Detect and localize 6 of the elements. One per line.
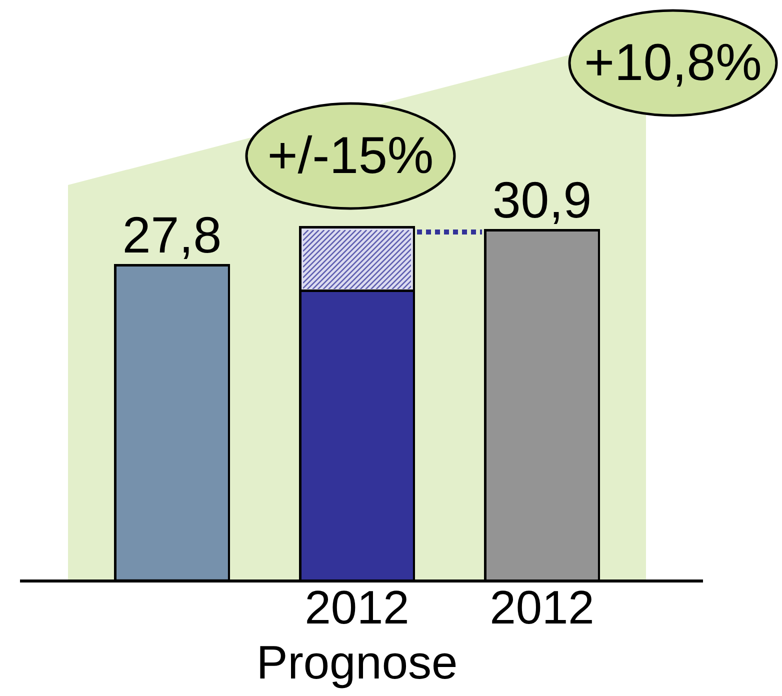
data-label: 30,9	[492, 171, 592, 228]
text: +/-15%	[267, 126, 434, 186]
data-label: 27,8	[122, 206, 222, 264]
x-tick-label: 2012 Prognose	[256, 580, 458, 688]
text: +10,8%	[584, 33, 762, 93]
x-tick-label: 2012	[490, 580, 594, 634]
